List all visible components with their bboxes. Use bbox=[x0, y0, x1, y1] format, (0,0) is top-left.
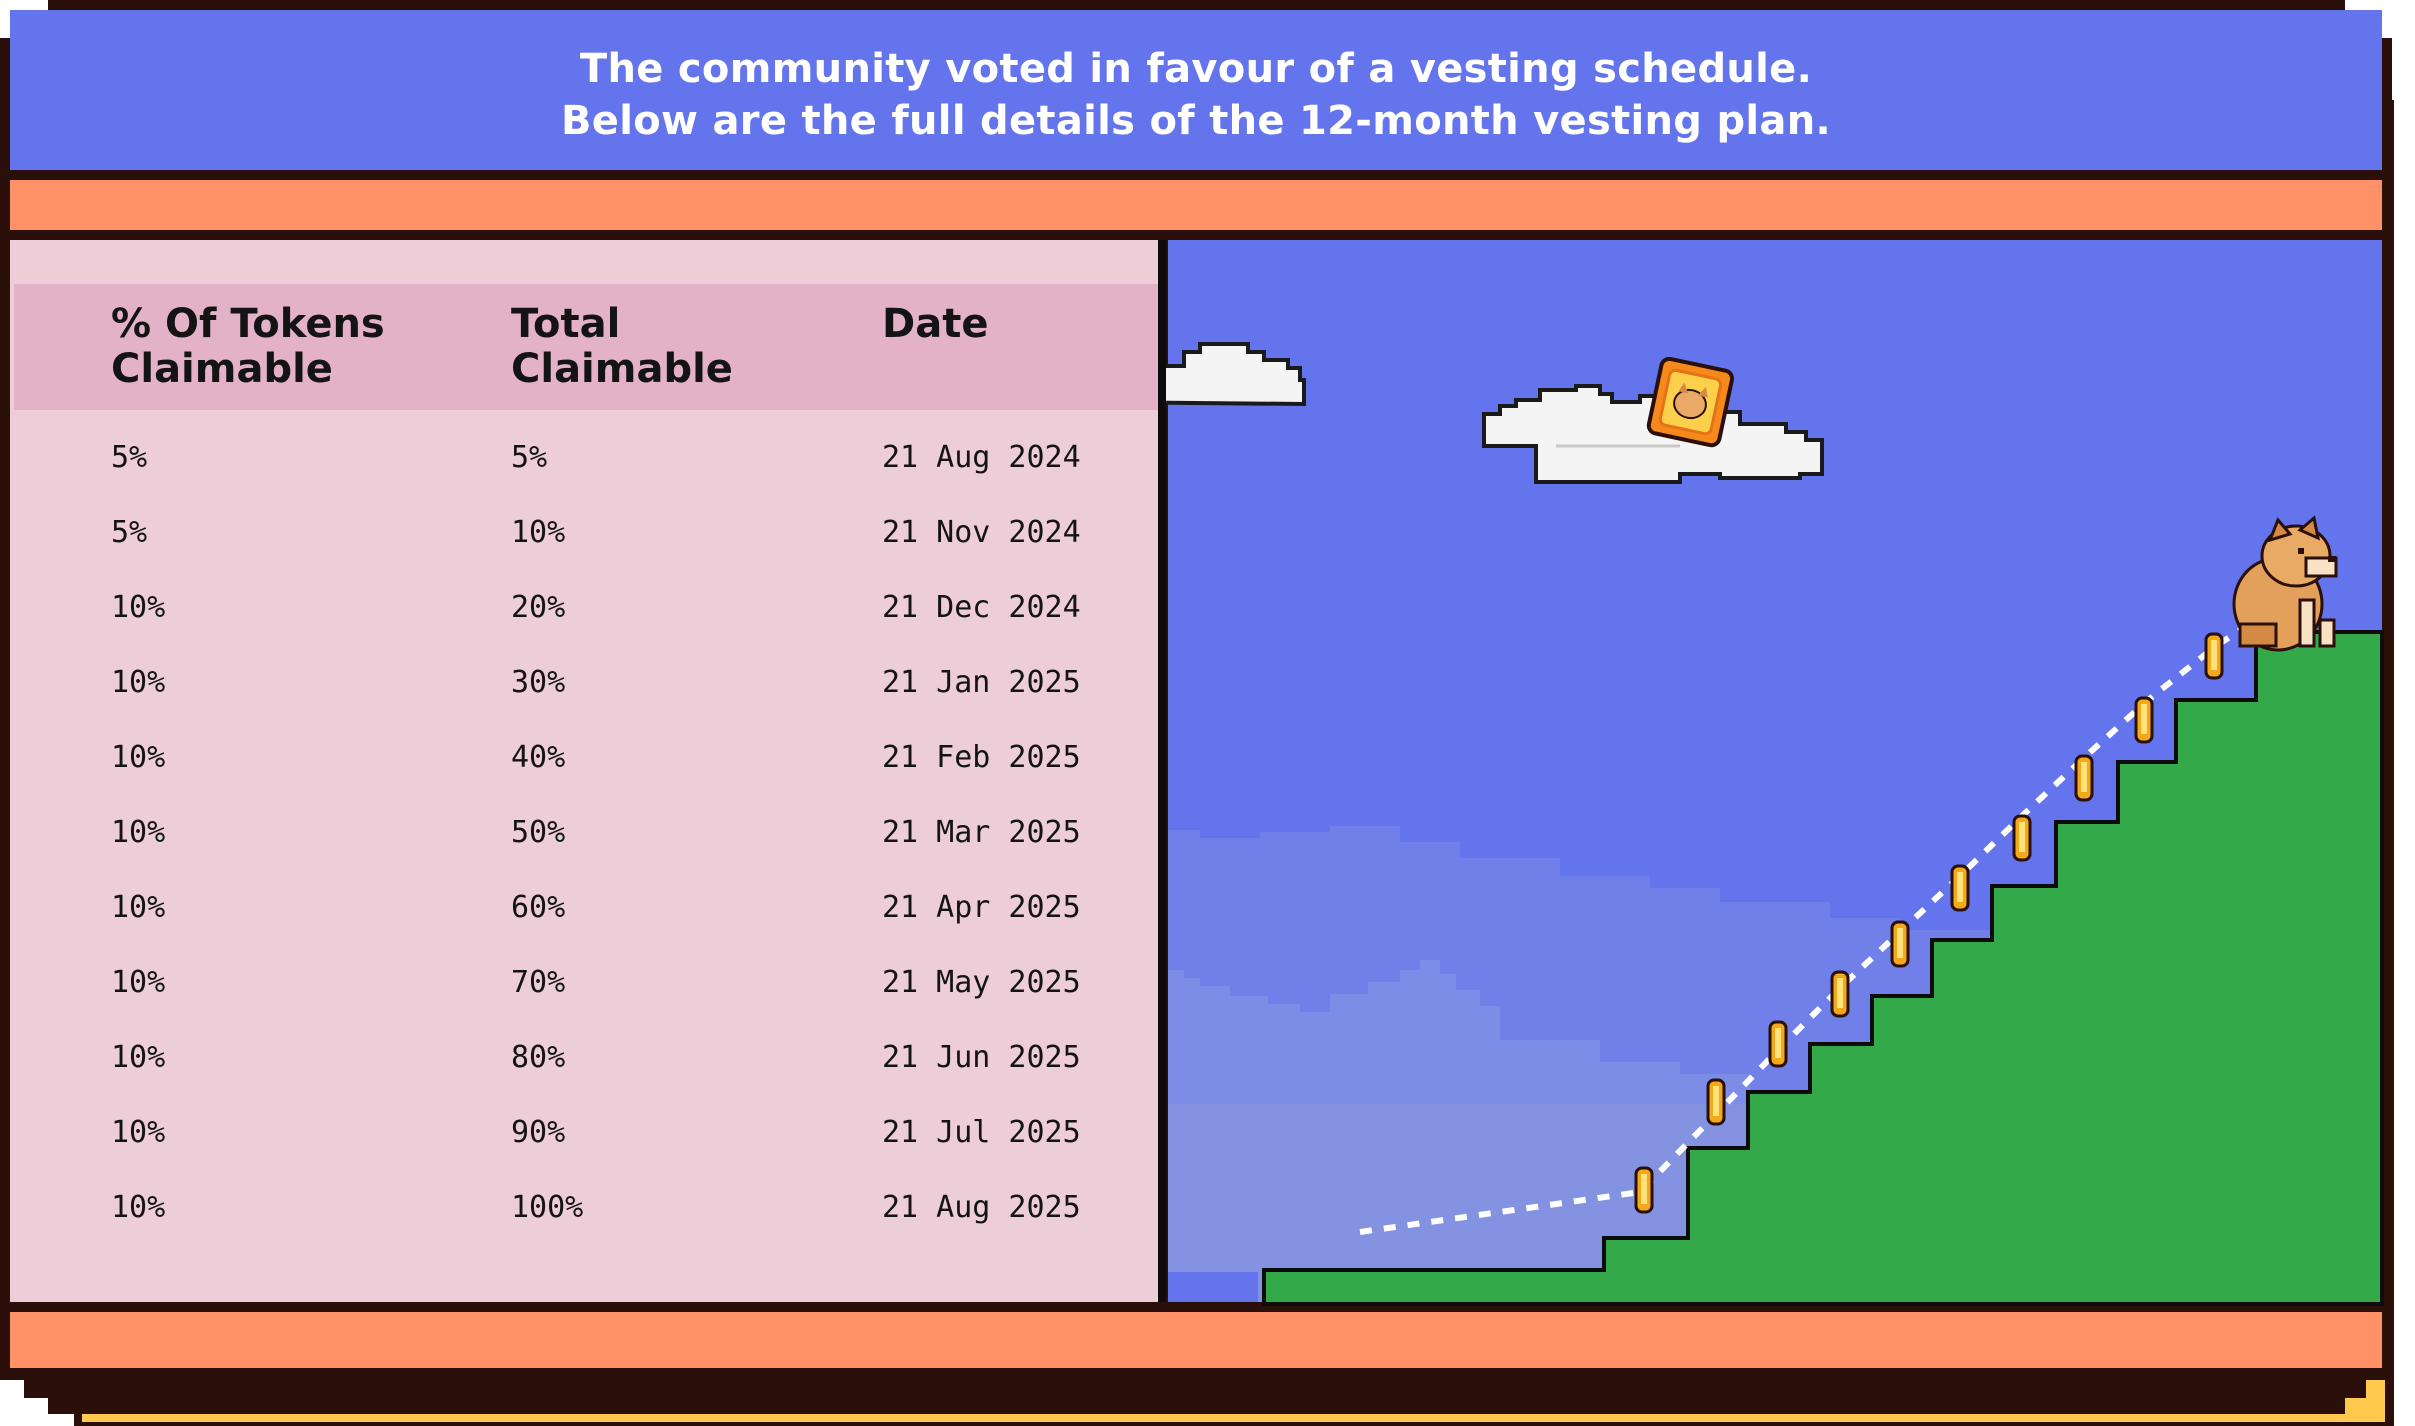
panel-divider bbox=[1158, 240, 1166, 1302]
cell-date: 21 Dec 2024 bbox=[882, 590, 1081, 625]
coin-icon bbox=[1706, 1078, 1726, 1126]
cell-date: 21 May 2025 bbox=[882, 965, 1081, 1000]
cell-percent: 10% bbox=[111, 1190, 166, 1225]
cell-date: 21 Mar 2025 bbox=[882, 815, 1081, 850]
cell-percent: 10% bbox=[111, 890, 166, 925]
header-title-line1: The community voted in favour of a vesti… bbox=[579, 46, 1813, 92]
cell-date: 21 Feb 2025 bbox=[882, 740, 1081, 775]
coin-icon bbox=[1768, 1020, 1788, 1068]
cell-total: 5% bbox=[511, 440, 548, 475]
cell-date: 21 Aug 2025 bbox=[882, 1190, 1081, 1225]
cell-total: 60% bbox=[511, 890, 566, 925]
cell-total: 90% bbox=[511, 1115, 566, 1150]
table-header-row bbox=[14, 284, 1158, 410]
cell-total: 40% bbox=[511, 740, 566, 775]
shiba-dog-icon bbox=[2232, 515, 2338, 652]
cell-date: 21 Aug 2024 bbox=[882, 440, 1081, 475]
header-title-line2: Below are the full details of the 12-mon… bbox=[561, 98, 1831, 144]
cell-date: 21 Nov 2024 bbox=[882, 515, 1081, 550]
header-banner: The community voted in favour of a vesti… bbox=[10, 10, 2382, 170]
vesting-table: % Of Tokens Claimable Total Claimable Da… bbox=[10, 240, 1158, 1302]
coin-icon bbox=[2134, 696, 2154, 744]
bottom-water bbox=[1168, 1272, 1258, 1302]
cell-percent: 5% bbox=[111, 440, 148, 475]
cell-date: 21 Jul 2025 bbox=[882, 1115, 1081, 1150]
token-badge-icon bbox=[1646, 356, 1735, 448]
coin-icon bbox=[2204, 632, 2224, 680]
cell-percent: 10% bbox=[111, 590, 166, 625]
cell-total: 50% bbox=[511, 815, 566, 850]
cell-total: 30% bbox=[511, 665, 566, 700]
coin-icon bbox=[1634, 1166, 1654, 1214]
coins bbox=[1634, 632, 2224, 1214]
cell-percent: 10% bbox=[111, 815, 166, 850]
column-header-tokens-claimable: % Of Tokens Claimable bbox=[111, 301, 385, 392]
cell-percent: 10% bbox=[111, 665, 166, 700]
cell-percent: 5% bbox=[111, 515, 148, 550]
bottom-orange-band bbox=[10, 1312, 2382, 1368]
top-orange-band bbox=[10, 180, 2382, 230]
coin-icon bbox=[2074, 754, 2094, 802]
coin-icon bbox=[2012, 814, 2032, 862]
cell-total: 20% bbox=[511, 590, 566, 625]
cell-percent: 10% bbox=[111, 965, 166, 1000]
column-header-total-claimable: Total Claimable bbox=[511, 301, 733, 392]
cell-percent: 10% bbox=[111, 740, 166, 775]
coin-icon bbox=[1950, 864, 1970, 912]
cell-date: 21 Apr 2025 bbox=[882, 890, 1081, 925]
sky-scene bbox=[1168, 240, 2384, 1306]
cell-percent: 10% bbox=[111, 1115, 166, 1150]
cell-date: 21 Jun 2025 bbox=[882, 1040, 1081, 1075]
cell-date: 21 Jan 2025 bbox=[882, 665, 1081, 700]
cell-total: 70% bbox=[511, 965, 566, 1000]
staircase-hill bbox=[1262, 630, 2384, 1306]
cell-total: 10% bbox=[511, 515, 566, 550]
column-header-date: Date bbox=[882, 301, 989, 347]
cell-total: 100% bbox=[511, 1190, 584, 1225]
coin-icon bbox=[1890, 920, 1910, 968]
coin-icon bbox=[1830, 970, 1850, 1018]
cell-total: 80% bbox=[511, 1040, 566, 1075]
cell-percent: 10% bbox=[111, 1040, 166, 1075]
